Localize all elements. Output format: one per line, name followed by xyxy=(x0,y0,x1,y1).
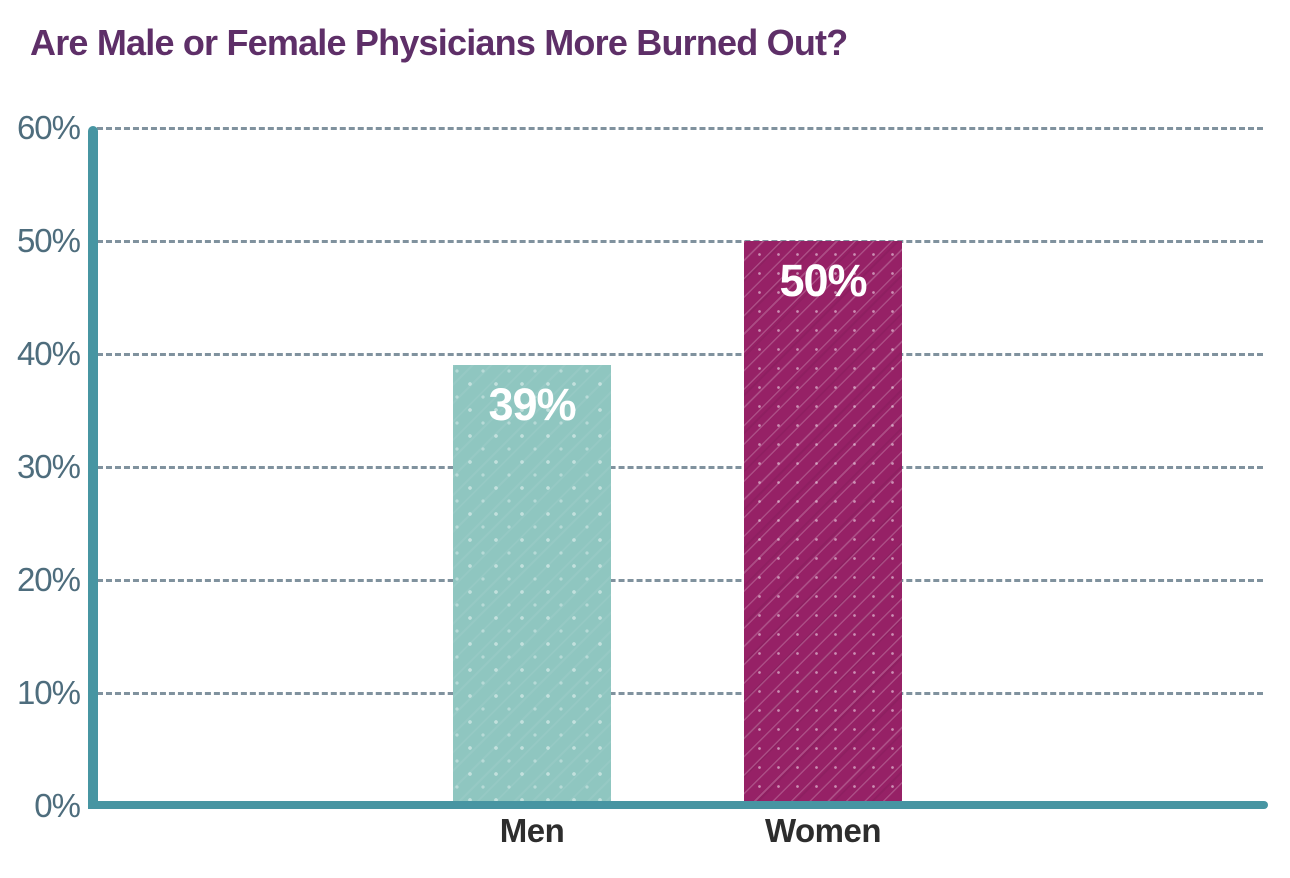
gridline-10% xyxy=(97,692,1263,695)
x-axis-line xyxy=(88,801,1268,809)
y-tick-label-30%: 30% xyxy=(16,448,81,485)
chart-title: Are Male or Female Physicians More Burne… xyxy=(30,22,848,63)
plot-area: 39% 50% xyxy=(97,127,1263,806)
gridline-60% xyxy=(97,127,1263,130)
bar-women: 50% xyxy=(744,241,902,806)
gridline-50% xyxy=(97,240,1263,243)
gridline-30% xyxy=(97,466,1263,469)
y-tick-label-40%: 40% xyxy=(16,335,81,372)
y-axis-tick-labels: 0% 10% 20% 30% 40% 50% 60% xyxy=(0,0,81,878)
y-tick-label-20%: 20% xyxy=(16,561,81,598)
y-tick-label-60%: 60% xyxy=(16,109,81,146)
bar-value-label-women: 50% xyxy=(779,255,867,306)
gridline-40% xyxy=(97,353,1263,356)
y-tick-label-0%: 0% xyxy=(34,787,81,824)
bar-men: 39% xyxy=(453,365,611,806)
y-tick-label-50%: 50% xyxy=(16,222,81,259)
gridline-20% xyxy=(97,579,1263,582)
x-category-label-men: Men xyxy=(499,812,565,849)
y-tick-label-10%: 10% xyxy=(16,674,81,711)
x-category-label-women: Women xyxy=(764,812,882,849)
bar-value-label-men: 39% xyxy=(488,379,576,430)
y-axis-line xyxy=(88,126,98,808)
